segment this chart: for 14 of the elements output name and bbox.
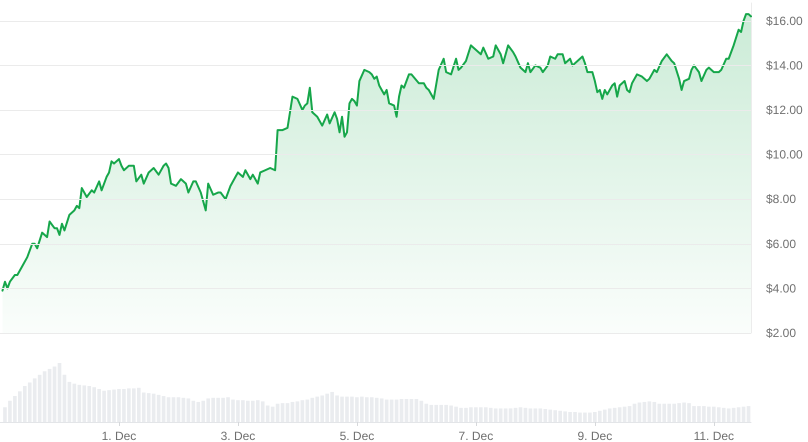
x-tick-label: 5. Dec: [340, 429, 374, 442]
y-tick-label: $14.00: [766, 58, 804, 72]
y-tick-label: $8.00: [766, 192, 796, 206]
y-tick-label: $10.00: [766, 148, 804, 162]
y-tick-label: $4.00: [766, 281, 796, 296]
x-tick-label: 7. Dec: [458, 429, 494, 442]
y-tick-label: $16.00: [766, 14, 804, 28]
x-tick-label: 9. Dec: [578, 429, 612, 442]
x-tick-label: 3. Dec: [220, 429, 256, 442]
y-tick-label: $12.00: [766, 103, 804, 118]
y-tick-label: $6.00: [766, 236, 796, 251]
y-tick-label: $2.00: [766, 326, 796, 340]
x-tick-label: 11. Dec: [694, 429, 734, 442]
x-tick-label: 1. Dec: [102, 429, 136, 442]
